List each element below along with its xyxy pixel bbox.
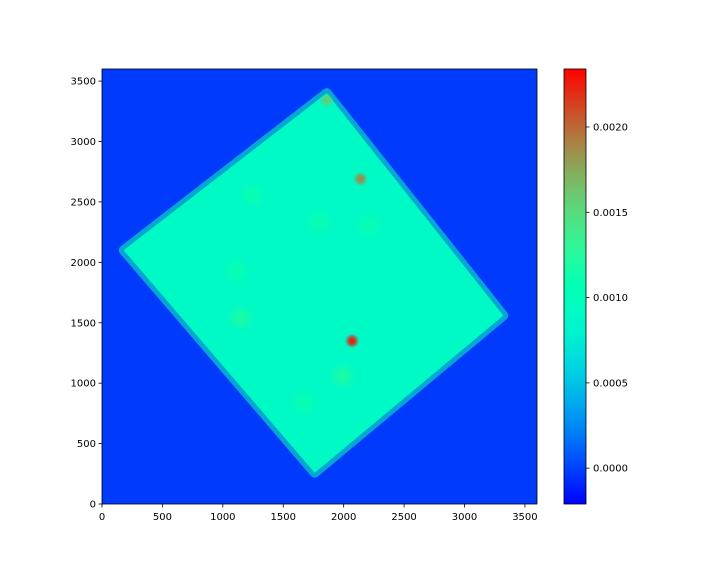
y-tick-label: 0 (90, 500, 96, 511)
colorbar-tick-label: 0.0015 (593, 208, 628, 219)
hotspot (227, 304, 255, 332)
x-axis: 0 500 1000 1500 2000 2500 3000 3500 (99, 504, 538, 523)
colorbar-gradient (564, 69, 586, 504)
hotspot (319, 93, 335, 108)
colorbar-tick-label: 0.0020 (593, 123, 628, 134)
x-tick-label: 3500 (512, 512, 537, 523)
x-tick-label: 1000 (210, 512, 235, 523)
hotspot (353, 171, 368, 187)
hotspot (355, 212, 383, 240)
y-tick-label: 1500 (71, 318, 96, 329)
y-tick-label: 3000 (71, 137, 96, 148)
colorbar-tick-label: 0.0005 (593, 378, 628, 389)
x-tick-label: 1500 (271, 512, 296, 523)
colorbar: 0.0000 0.0005 0.0010 0.0015 0.0020 (563, 68, 628, 505)
hotspot (329, 362, 356, 390)
x-tick-label: 2500 (391, 512, 416, 523)
y-tick-label: 2500 (71, 197, 96, 208)
colorbar-frame (563, 68, 587, 505)
heatmap-region (123, 93, 504, 473)
hotspot (306, 209, 333, 236)
hotspot (224, 257, 251, 285)
y-tick-label: 2000 (71, 258, 96, 269)
hotspot-layer (224, 93, 383, 416)
x-tick-label: 0 (99, 512, 105, 523)
x-tick-label: 3000 (452, 512, 477, 523)
plot-frame (101, 68, 538, 505)
hotspot (290, 389, 318, 416)
y-tick-label: 500 (77, 439, 96, 450)
x-tick-label: 2000 (331, 512, 356, 523)
y-axis: 0 500 1000 1500 2000 2500 3000 3500 (71, 77, 102, 511)
y-tick-label: 1000 (71, 379, 96, 390)
colorbar-ticks: 0.0000 0.0005 0.0010 0.0015 0.0020 (586, 123, 628, 475)
plot-area (102, 69, 537, 504)
y-tick-label: 3500 (71, 77, 96, 88)
x-tick-label: 500 (153, 512, 172, 523)
hotspot (239, 181, 267, 208)
colorbar-tick-label: 0.0010 (593, 293, 628, 304)
colorbar-tick-label: 0.0000 (593, 464, 628, 475)
hotspot (344, 333, 360, 349)
